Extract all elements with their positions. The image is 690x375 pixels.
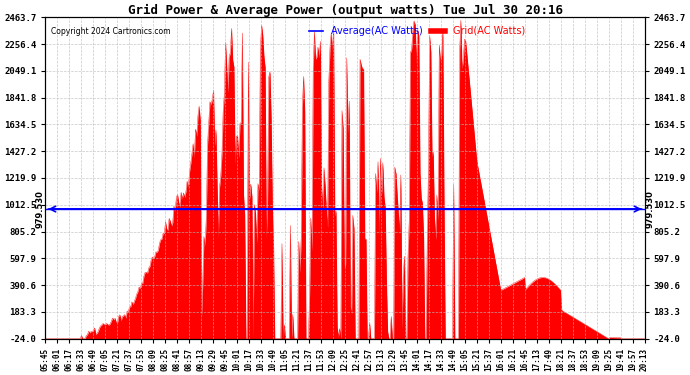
Text: 979.530: 979.530 — [645, 190, 654, 228]
Text: 979.530: 979.530 — [36, 190, 45, 228]
Legend: Average(AC Watts), Grid(AC Watts): Average(AC Watts), Grid(AC Watts) — [305, 22, 529, 40]
Title: Grid Power & Average Power (output watts) Tue Jul 30 20:16: Grid Power & Average Power (output watts… — [128, 4, 562, 17]
Text: Copyright 2024 Cartronics.com: Copyright 2024 Cartronics.com — [52, 27, 171, 36]
